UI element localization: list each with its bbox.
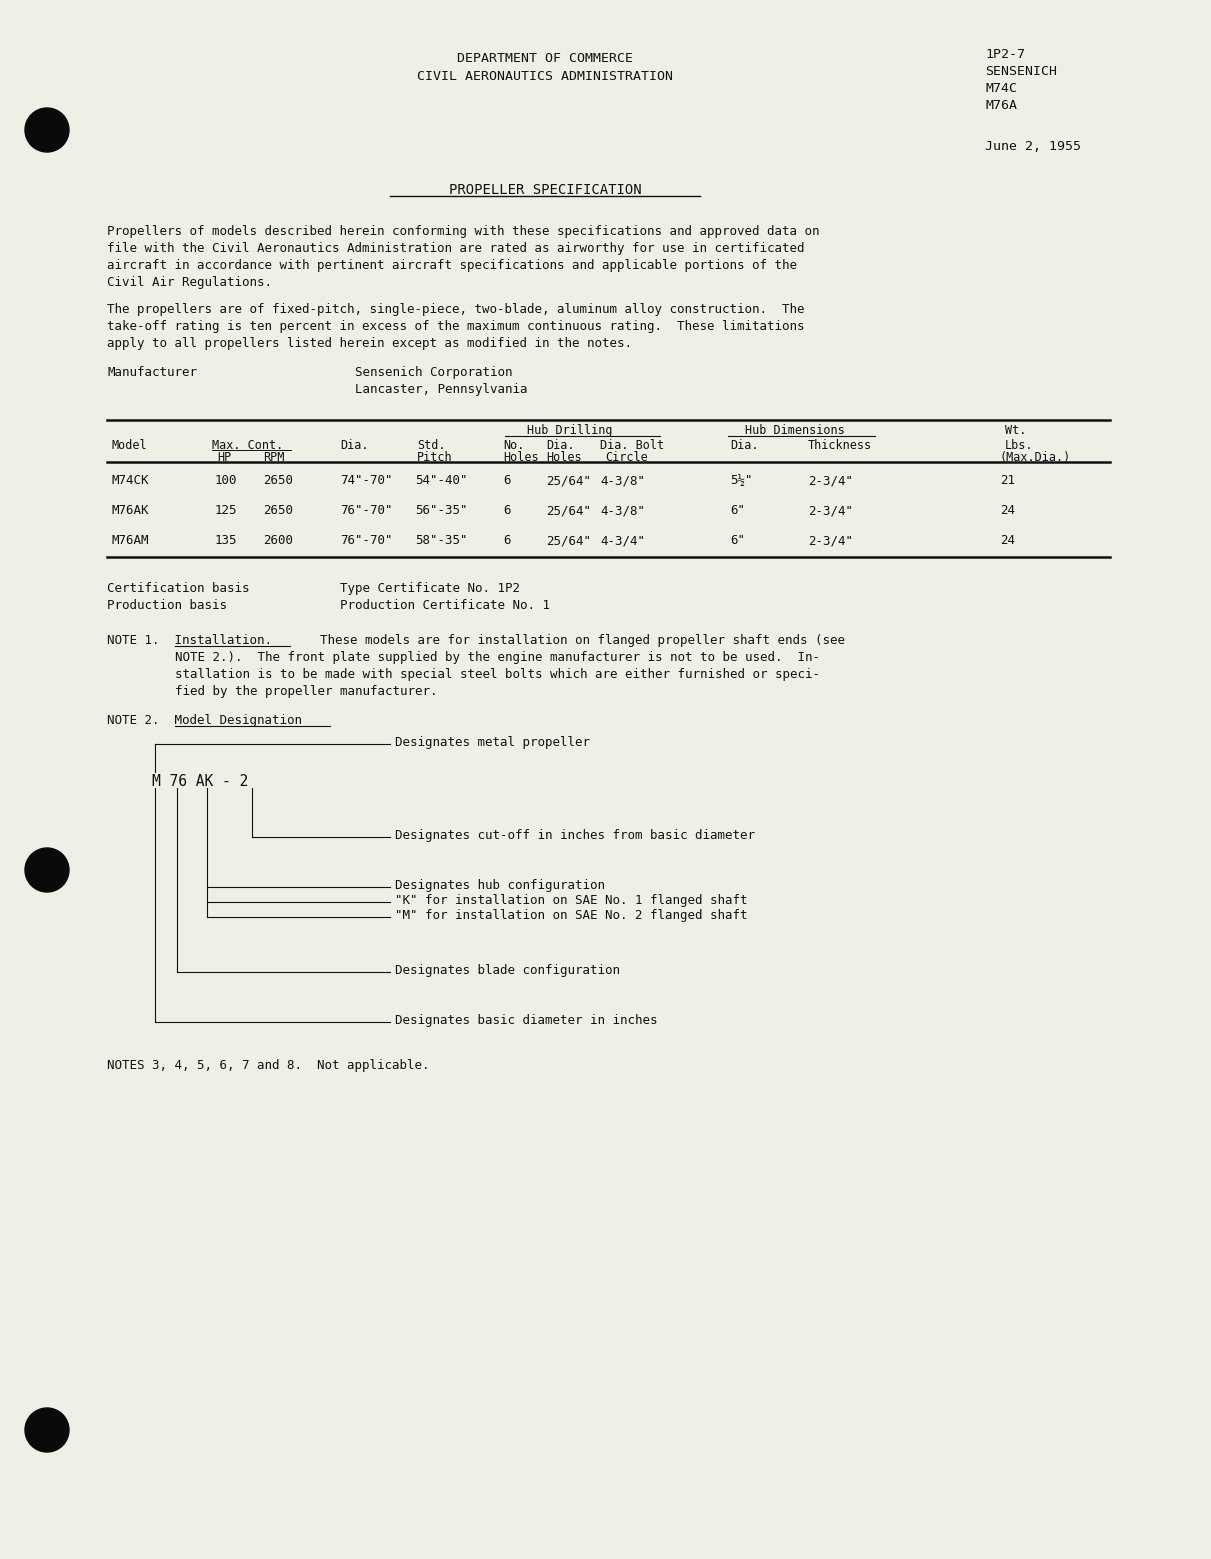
Text: Dia.: Dia. bbox=[730, 440, 758, 452]
Circle shape bbox=[25, 108, 69, 151]
Text: Designates blade configuration: Designates blade configuration bbox=[395, 963, 620, 977]
Text: Holes: Holes bbox=[503, 451, 539, 465]
Text: 76"-70": 76"-70" bbox=[340, 504, 392, 518]
Text: 4-3/8": 4-3/8" bbox=[599, 474, 645, 486]
Text: Civil Air Regulations.: Civil Air Regulations. bbox=[107, 276, 272, 288]
Text: SENSENICH: SENSENICH bbox=[985, 65, 1057, 78]
Text: NOTE 2.  Model Designation: NOTE 2. Model Designation bbox=[107, 714, 302, 726]
Text: 4-3/8": 4-3/8" bbox=[599, 504, 645, 518]
Text: 58"-35": 58"-35" bbox=[415, 535, 467, 547]
Text: Certification basis: Certification basis bbox=[107, 582, 249, 596]
Text: 76"-70": 76"-70" bbox=[340, 535, 392, 547]
Text: aircraft in accordance with pertinent aircraft specifications and applicable por: aircraft in accordance with pertinent ai… bbox=[107, 259, 797, 271]
Text: take-off rating is ten percent in excess of the maximum continuous rating.  Thes: take-off rating is ten percent in excess… bbox=[107, 320, 804, 334]
Text: Designates hub configuration: Designates hub configuration bbox=[395, 879, 606, 892]
Text: CIVIL AERONAUTICS ADMINISTRATION: CIVIL AERONAUTICS ADMINISTRATION bbox=[417, 70, 673, 83]
Text: 125: 125 bbox=[216, 504, 237, 518]
Text: Hub Drilling: Hub Drilling bbox=[527, 424, 613, 437]
Text: Designates cut-off in inches from basic diameter: Designates cut-off in inches from basic … bbox=[395, 829, 754, 842]
Text: 6: 6 bbox=[503, 474, 511, 486]
Text: Model: Model bbox=[111, 440, 148, 452]
Text: "M" for installation on SAE No. 2 flanged shaft: "M" for installation on SAE No. 2 flange… bbox=[395, 909, 747, 921]
Circle shape bbox=[25, 848, 69, 892]
Text: 74"-70": 74"-70" bbox=[340, 474, 392, 486]
Text: apply to all propellers listed herein except as modified in the notes.: apply to all propellers listed herein ex… bbox=[107, 337, 632, 351]
Text: Dia.: Dia. bbox=[340, 440, 368, 452]
Text: 100: 100 bbox=[216, 474, 237, 486]
Text: NOTE 2.).  The front plate supplied by the engine manufacturer is not to be used: NOTE 2.). The front plate supplied by th… bbox=[176, 652, 820, 664]
Text: 4-3/4": 4-3/4" bbox=[599, 535, 645, 547]
Text: Dia. Bolt: Dia. Bolt bbox=[599, 440, 664, 452]
Text: Type Certificate No. 1P2: Type Certificate No. 1P2 bbox=[340, 582, 520, 596]
Text: 6": 6" bbox=[730, 535, 745, 547]
Text: Hub Dimensions: Hub Dimensions bbox=[745, 424, 845, 437]
Text: 2600: 2600 bbox=[263, 535, 293, 547]
Text: 25/64": 25/64" bbox=[546, 535, 591, 547]
Text: 6": 6" bbox=[730, 504, 745, 518]
Text: Lbs.: Lbs. bbox=[1005, 440, 1033, 452]
Text: Dia.: Dia. bbox=[546, 440, 574, 452]
Text: Lancaster, Pennsylvania: Lancaster, Pennsylvania bbox=[355, 384, 528, 396]
Text: NOTE 1.  Installation.: NOTE 1. Installation. bbox=[107, 635, 272, 647]
Text: 2650: 2650 bbox=[263, 504, 293, 518]
Text: M74C: M74C bbox=[985, 83, 1017, 95]
Text: M74CK: M74CK bbox=[111, 474, 149, 486]
Text: Circle: Circle bbox=[606, 451, 648, 465]
Text: 56"-35": 56"-35" bbox=[415, 504, 467, 518]
Circle shape bbox=[25, 1408, 69, 1451]
Text: Thickness: Thickness bbox=[808, 440, 872, 452]
Text: 21: 21 bbox=[1000, 474, 1015, 486]
Text: 2-3/4": 2-3/4" bbox=[808, 504, 853, 518]
Text: The propellers are of fixed-pitch, single-piece, two-blade, aluminum alloy const: The propellers are of fixed-pitch, singl… bbox=[107, 302, 804, 316]
Text: M76AK: M76AK bbox=[111, 504, 149, 518]
Text: 54"-40": 54"-40" bbox=[415, 474, 467, 486]
Text: (Max.Dia.): (Max.Dia.) bbox=[1000, 451, 1072, 465]
Text: 2-3/4": 2-3/4" bbox=[808, 474, 853, 486]
Text: 25/64": 25/64" bbox=[546, 474, 591, 486]
Text: PROPELLER SPECIFICATION: PROPELLER SPECIFICATION bbox=[449, 182, 642, 196]
Text: 1P2-7: 1P2-7 bbox=[985, 48, 1025, 61]
Text: 24: 24 bbox=[1000, 535, 1015, 547]
Text: RPM: RPM bbox=[263, 451, 285, 465]
Text: Production Certificate No. 1: Production Certificate No. 1 bbox=[340, 599, 550, 613]
Text: 24: 24 bbox=[1000, 504, 1015, 518]
Text: 5½": 5½" bbox=[730, 474, 752, 486]
Text: DEPARTMENT OF COMMERCE: DEPARTMENT OF COMMERCE bbox=[457, 51, 633, 65]
Text: 6: 6 bbox=[503, 535, 511, 547]
Text: Designates metal propeller: Designates metal propeller bbox=[395, 736, 590, 748]
Text: "K" for installation on SAE No. 1 flanged shaft: "K" for installation on SAE No. 1 flange… bbox=[395, 893, 747, 907]
Text: Max. Cont.: Max. Cont. bbox=[212, 440, 283, 452]
Text: Propellers of models described herein conforming with these specifications and a: Propellers of models described herein co… bbox=[107, 224, 820, 239]
Text: HP: HP bbox=[217, 451, 231, 465]
Text: Manufacturer: Manufacturer bbox=[107, 366, 197, 379]
Text: Pitch: Pitch bbox=[417, 451, 453, 465]
Text: These models are for installation on flanged propeller shaft ends (see: These models are for installation on fla… bbox=[320, 635, 845, 647]
Text: M76AM: M76AM bbox=[111, 535, 149, 547]
Text: No.: No. bbox=[503, 440, 524, 452]
Text: NOTES 3, 4, 5, 6, 7 and 8.  Not applicable.: NOTES 3, 4, 5, 6, 7 and 8. Not applicabl… bbox=[107, 1059, 430, 1073]
Text: M 76 AK - 2: M 76 AK - 2 bbox=[153, 773, 248, 789]
Text: 25/64": 25/64" bbox=[546, 504, 591, 518]
Text: Designates basic diameter in inches: Designates basic diameter in inches bbox=[395, 1013, 658, 1027]
Text: June 2, 1955: June 2, 1955 bbox=[985, 140, 1081, 153]
Text: 2-3/4": 2-3/4" bbox=[808, 535, 853, 547]
Text: Production basis: Production basis bbox=[107, 599, 226, 613]
Text: Holes: Holes bbox=[546, 451, 581, 465]
Text: 2650: 2650 bbox=[263, 474, 293, 486]
Text: 6: 6 bbox=[503, 504, 511, 518]
Text: Wt.: Wt. bbox=[1005, 424, 1027, 437]
Text: M76A: M76A bbox=[985, 100, 1017, 112]
Text: file with the Civil Aeronautics Administration are rated as airworthy for use in: file with the Civil Aeronautics Administ… bbox=[107, 242, 804, 256]
Text: Std.: Std. bbox=[417, 440, 446, 452]
Text: stallation is to be made with special steel bolts which are either furnished or : stallation is to be made with special st… bbox=[176, 667, 820, 681]
Text: fied by the propeller manufacturer.: fied by the propeller manufacturer. bbox=[176, 684, 437, 698]
Text: Sensenich Corporation: Sensenich Corporation bbox=[355, 366, 512, 379]
Text: 135: 135 bbox=[216, 535, 237, 547]
